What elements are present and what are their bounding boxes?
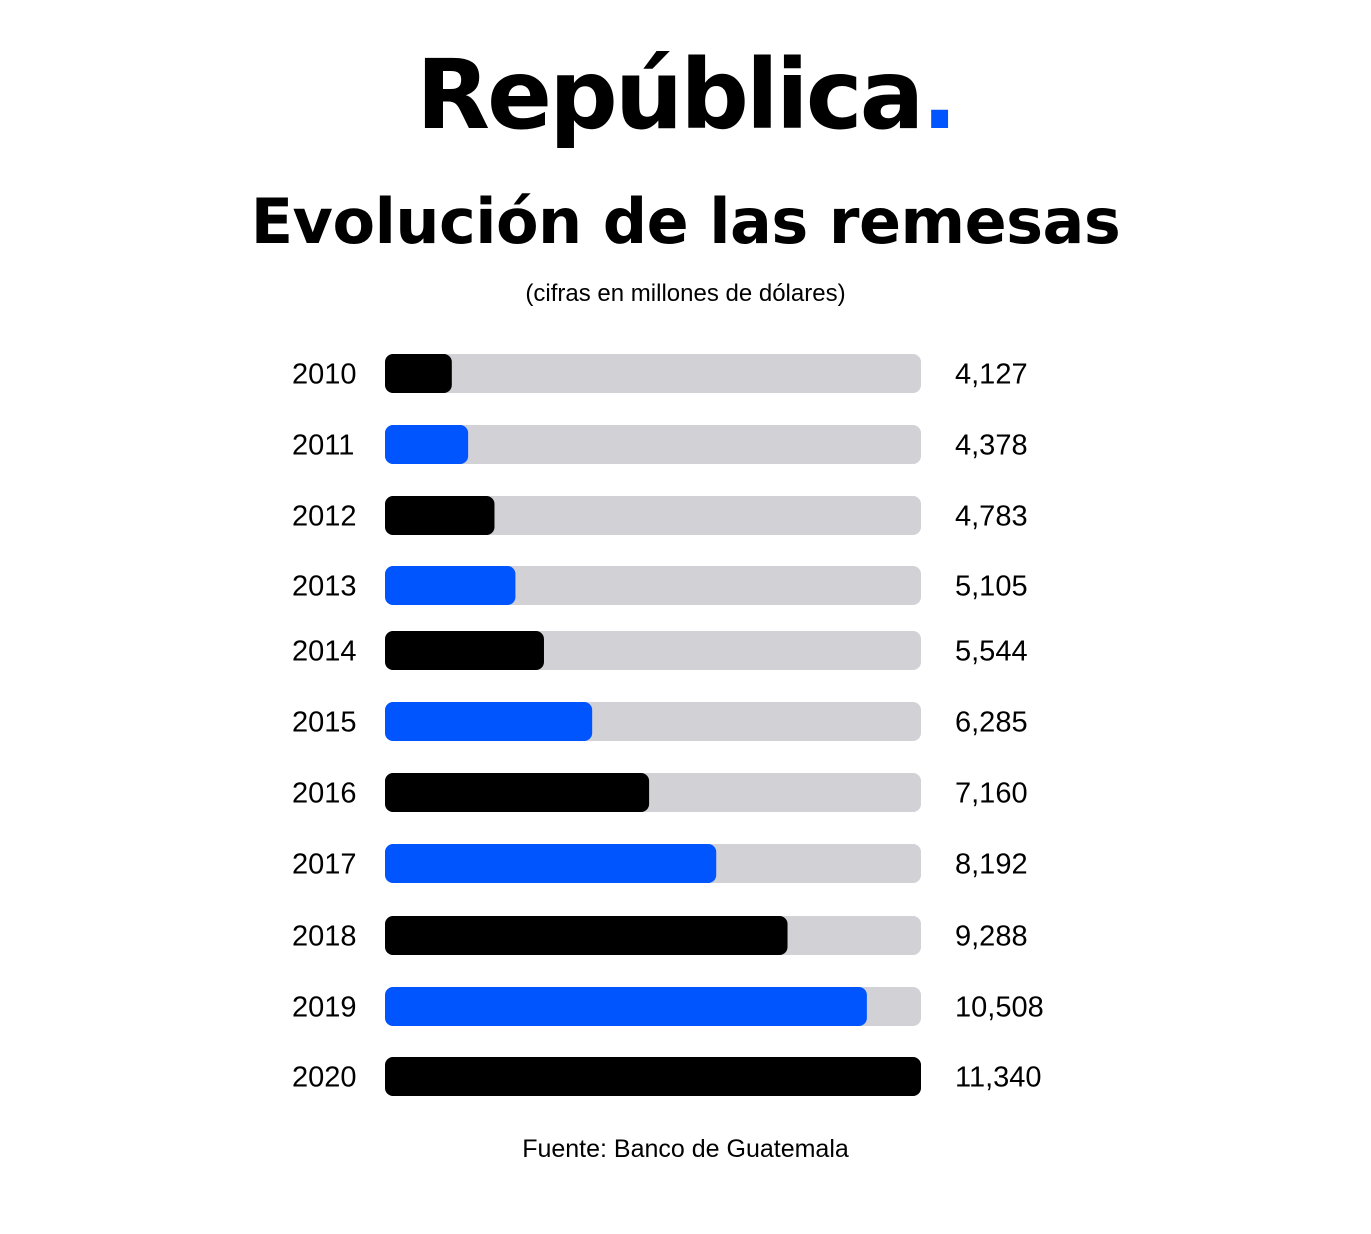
value-label: 5,105 bbox=[955, 571, 1028, 603]
value-label: 8,192 bbox=[955, 849, 1028, 881]
value-label: 5,544 bbox=[955, 636, 1028, 668]
bar-2020 bbox=[385, 1057, 921, 1096]
bar-row-2016: 2016 7,160 bbox=[292, 773, 1028, 812]
bar-row-2019: 2019 10,508 bbox=[292, 987, 1044, 1026]
bar-row-2013: 2013 5,105 bbox=[292, 566, 1028, 605]
bar-2010 bbox=[385, 354, 452, 393]
bar-2019 bbox=[385, 987, 867, 1026]
value-label: 11,340 bbox=[955, 1062, 1042, 1094]
category-label: 2010 bbox=[292, 359, 357, 391]
bar-row-2012: 2012 4,783 bbox=[292, 496, 1028, 535]
bar-2013 bbox=[385, 566, 516, 605]
chart-source: Fuente: Banco de Guatemala bbox=[522, 1135, 849, 1163]
brand-dot: . bbox=[921, 39, 958, 151]
category-label: 2019 bbox=[292, 992, 357, 1024]
bar-track bbox=[385, 566, 921, 605]
bar-track bbox=[385, 496, 921, 535]
category-label: 2012 bbox=[292, 501, 357, 533]
bar-row-2018: 2018 9,288 bbox=[292, 916, 1028, 955]
bar-2015 bbox=[385, 702, 593, 741]
bar-2018 bbox=[385, 916, 788, 955]
category-label: 2014 bbox=[292, 636, 357, 668]
bar-2016 bbox=[385, 773, 650, 812]
category-label: 2016 bbox=[292, 778, 357, 810]
value-label: 4,783 bbox=[955, 501, 1028, 533]
category-label: 2018 bbox=[292, 921, 357, 953]
bar-track bbox=[385, 354, 921, 393]
bar-track bbox=[385, 425, 921, 464]
bar-row-2015: 2015 6,285 bbox=[292, 702, 1028, 741]
value-label: 9,288 bbox=[955, 921, 1028, 953]
bar-2014 bbox=[385, 631, 544, 670]
bar-row-2011: 2011 4,378 bbox=[292, 425, 1028, 464]
category-label: 2013 bbox=[292, 571, 357, 603]
value-label: 4,127 bbox=[955, 359, 1028, 391]
value-label: 6,285 bbox=[955, 707, 1028, 739]
bar-row-2014: 2014 5,544 bbox=[292, 631, 1028, 670]
category-label: 2017 bbox=[292, 849, 357, 881]
bar-2011 bbox=[385, 425, 469, 464]
bar-row-2020: 2020 11,340 bbox=[292, 1057, 1042, 1096]
category-label: 2015 bbox=[292, 707, 357, 739]
brand-logo: República. bbox=[0, 30, 1371, 160]
value-label: 10,508 bbox=[955, 992, 1044, 1024]
chart-subtitle: (cifras en millones de dólares) bbox=[525, 280, 846, 307]
value-label: 4,378 bbox=[955, 430, 1028, 462]
bar-2012 bbox=[385, 496, 495, 535]
category-label: 2011 bbox=[292, 430, 354, 462]
bar-row-2017: 2017 8,192 bbox=[292, 844, 1028, 883]
value-label: 7,160 bbox=[955, 778, 1028, 810]
bar-2017 bbox=[385, 844, 717, 883]
category-label: 2020 bbox=[292, 1062, 357, 1094]
chart-title: Evolución de las remesas bbox=[250, 185, 1121, 258]
brand-name: República bbox=[416, 39, 924, 151]
bar-row-2010: 2010 4,127 bbox=[292, 354, 1028, 393]
